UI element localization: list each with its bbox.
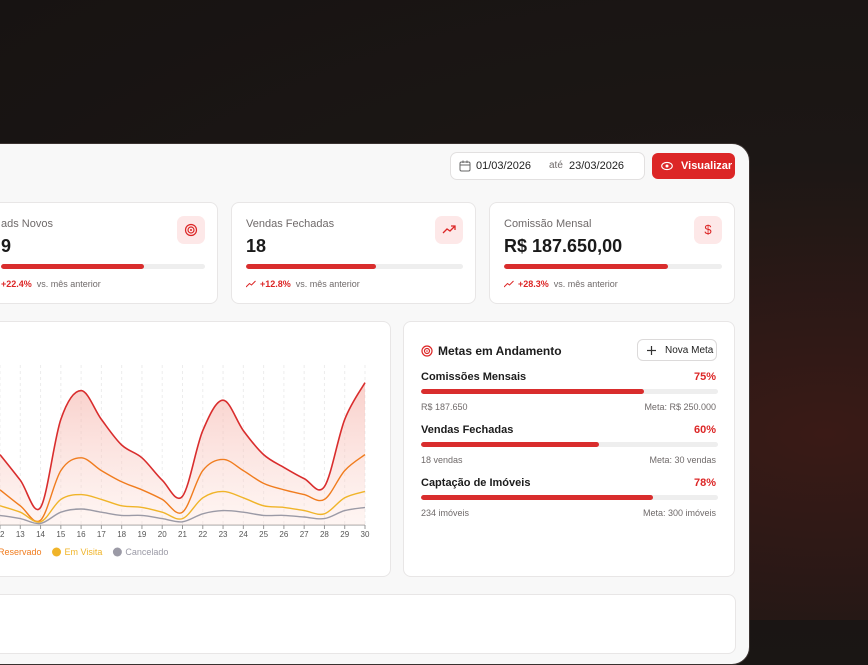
visualize-button[interactable]: Visualizar xyxy=(652,153,735,179)
kpi-change-note: vs. mês anterior xyxy=(295,279,360,289)
goal-current: 18 vendas xyxy=(421,455,463,465)
kpi-value: 9 xyxy=(1,236,12,256)
x-tick-label: 21 xyxy=(178,530,187,539)
x-tick-label: 28 xyxy=(320,530,329,539)
goal-progress-track xyxy=(421,495,718,500)
kpi-value: R$ 187.650,00 xyxy=(504,236,623,256)
goal-current: R$ 187.650 xyxy=(421,402,468,412)
legend-label: Reservado xyxy=(0,547,42,557)
chart: 12 13 14 15 16 17 18 19 20 21 22 23 24 25 26 27 28 29 30 Re… xyxy=(0,365,370,557)
calendar-icon xyxy=(459,160,471,172)
date-from[interactable]: 01/03/2026 xyxy=(476,160,532,172)
x-tick-label: 29 xyxy=(340,530,349,539)
button-label: Visualizar xyxy=(681,160,733,172)
date-separator: até xyxy=(549,160,563,171)
series-line xyxy=(0,490,366,523)
goal-percent: 78% xyxy=(693,477,716,489)
goal-target: Meta: R$ 250.000 xyxy=(644,402,716,412)
goal-current: 234 imóveis xyxy=(421,508,470,518)
goal-name: Comissões Mensais xyxy=(421,371,527,383)
kpi-progress-track xyxy=(1,264,205,269)
area xyxy=(0,382,365,525)
x-tick-label: 19 xyxy=(137,530,146,539)
x-tick-label: 14 xyxy=(36,530,45,539)
x-tick-label: 18 xyxy=(117,530,126,539)
eye-icon xyxy=(661,161,673,171)
x-tick-label: 27 xyxy=(300,530,309,539)
legend-marker xyxy=(52,547,62,557)
kpi-change-note: vs. mês anterior xyxy=(36,279,101,289)
target-icon xyxy=(421,345,433,357)
trend-icon xyxy=(504,280,514,288)
x-tick-label: 23 xyxy=(219,530,228,539)
kpi-change-row: +12.8% vs. mês anterior xyxy=(260,279,360,289)
goal-name: Vendas Fechadas xyxy=(421,424,514,436)
kpi-icon-glyph xyxy=(184,223,198,237)
goal-progress-bar xyxy=(421,389,644,394)
kpi-change: +12.8% xyxy=(260,279,291,289)
plus-icon xyxy=(647,346,656,355)
svg-text:$: $ xyxy=(704,223,712,237)
goals-card: Metas em Andamento Nova Meta Comissões M… xyxy=(403,321,735,577)
kpi-icon-glyph: $ xyxy=(704,223,712,237)
button-label: Nova Meta xyxy=(665,345,714,356)
kpi-progress-track xyxy=(504,264,722,269)
new-goal-button[interactable]: Nova Meta xyxy=(637,339,717,361)
kpi-change-row: +28.3% vs. mês anterior xyxy=(518,279,618,289)
x-tick-label: 15 xyxy=(56,530,65,539)
x-tick-label: 20 xyxy=(158,530,167,539)
series-line xyxy=(0,382,366,511)
kpi-change: +28.3% xyxy=(518,279,549,289)
x-tick-label: 16 xyxy=(77,530,86,539)
kpi-card: Vendas Fechadas 18 +12.8% vs. mês anterior xyxy=(231,202,476,304)
kpi-progress-track xyxy=(246,264,463,269)
kpi-title: Comissão Mensal xyxy=(504,218,592,230)
x-tick-label: 22 xyxy=(198,530,207,539)
kpi-icon-glyph xyxy=(442,225,456,234)
goal-percent: 60% xyxy=(693,424,716,436)
legend-marker xyxy=(112,547,122,557)
x-tick-label: 12 xyxy=(0,530,5,539)
date-range[interactable]: 01/03/2026 até 23/03/2026 xyxy=(450,152,645,180)
goal-percent: 75% xyxy=(693,371,716,383)
goals-title: Metas em Andamento xyxy=(438,344,562,358)
trend-icon xyxy=(246,280,256,288)
goal-name: Captação de Imóveis xyxy=(421,477,531,489)
goal-progress-track xyxy=(421,442,718,447)
kpi-card: Comissão Mensal R$ 187.650,00 $ +28.3% vs. m… xyxy=(489,202,735,304)
x-tick-label: 26 xyxy=(279,530,288,539)
kpi-icon: $ xyxy=(694,216,722,244)
goal-progress-bar xyxy=(421,495,653,500)
x-tick-label: 17 xyxy=(97,530,106,539)
date-to[interactable]: 23/03/2026 xyxy=(569,160,625,172)
kpi-progress-bar xyxy=(504,264,668,269)
kpi-icon xyxy=(435,216,463,244)
kpi-value: 18 xyxy=(246,236,267,256)
goal-progress-bar xyxy=(421,442,600,447)
x-tick-label: 13 xyxy=(16,530,25,539)
kpi-change: +22.4% xyxy=(1,279,32,289)
kpi-change-note: vs. mês anterior xyxy=(553,279,618,289)
kpi-title: ads Novos xyxy=(1,218,53,230)
legend-label: Cancelado xyxy=(125,547,168,557)
goal-progress-track xyxy=(421,389,718,394)
kpi-title: Vendas Fechadas xyxy=(246,218,335,230)
kpi-progress-bar xyxy=(1,264,144,269)
legend-label: Em Visita xyxy=(65,547,103,557)
series-line xyxy=(0,506,366,525)
kpi-change-row: +22.4% vs. mês anterior xyxy=(1,279,101,289)
series-line xyxy=(0,454,366,523)
x-tick-label: 24 xyxy=(239,530,248,539)
x-tick-label: 30 xyxy=(361,530,370,539)
kpi-icon xyxy=(177,216,205,244)
kpi-progress-bar xyxy=(246,264,377,269)
goal-target: Meta: 300 imóveis xyxy=(642,508,716,518)
x-tick-label: 25 xyxy=(259,530,268,539)
bottom-card xyxy=(0,594,736,654)
kpi-card: ads Novos 9 +22.4% vs. mês anterior xyxy=(0,202,218,304)
goal-target: Meta: 30 vendas xyxy=(649,455,716,465)
